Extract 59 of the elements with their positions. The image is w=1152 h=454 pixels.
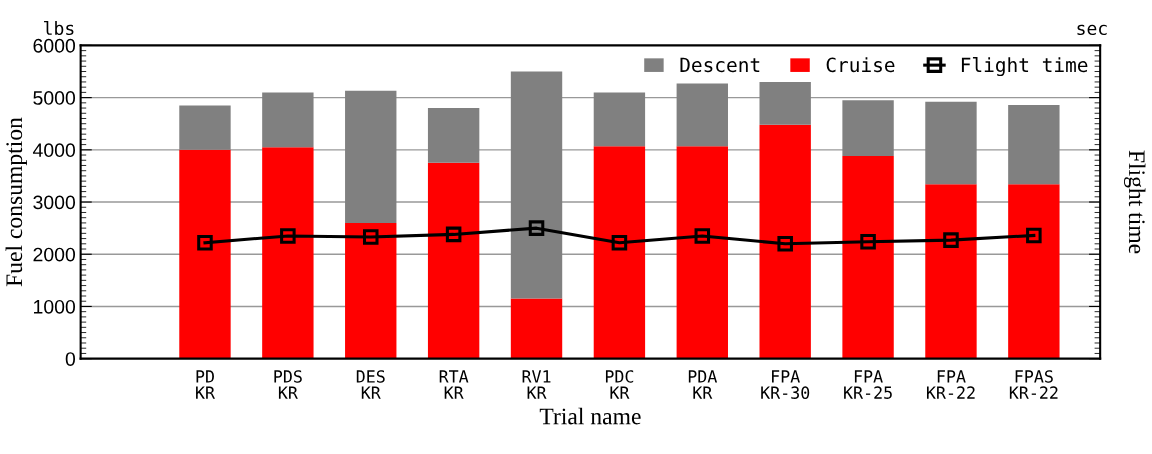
bar xyxy=(1008,184,1060,359)
text: sec xyxy=(1077,24,1107,36)
x-tick-label: RV1 KR xyxy=(522,370,551,399)
point xyxy=(445,226,462,243)
bar xyxy=(593,146,646,359)
x-tick-label: FPA KR-30 xyxy=(761,370,810,399)
point xyxy=(694,228,711,244)
bar xyxy=(427,108,480,163)
bar xyxy=(759,124,811,359)
x-tick-label: PDS KR xyxy=(274,370,302,399)
x-tick-label: PDA KR xyxy=(688,370,718,399)
bar xyxy=(510,71,563,299)
x-tick-label: RTA KR xyxy=(439,370,469,399)
point xyxy=(197,234,213,251)
x-tick-label: FPAS KR-22 xyxy=(1009,370,1058,399)
y-tick-label: 1000 xyxy=(34,299,76,314)
bar xyxy=(179,149,231,359)
point xyxy=(860,233,876,250)
bar xyxy=(759,81,811,125)
bar xyxy=(925,184,977,359)
y-tick-label: 2000 xyxy=(33,247,76,262)
y-axis-title: Fuel consumption xyxy=(5,117,27,287)
x-tick-label: DES KR xyxy=(356,370,385,399)
legend-label: Flight time xyxy=(961,57,1088,77)
bar xyxy=(842,100,894,157)
y-tick-label: 4000 xyxy=(32,143,76,158)
y-tick-label: 5000 xyxy=(33,91,76,105)
bar xyxy=(262,92,314,148)
bar xyxy=(345,222,397,359)
x-tick-label: FPA KR-25 xyxy=(844,370,892,399)
text: lbs xyxy=(44,21,74,36)
bar xyxy=(510,298,563,359)
point xyxy=(777,236,793,252)
bar xyxy=(1008,104,1060,185)
bar xyxy=(925,101,977,185)
x-tick-label: PDC KR xyxy=(605,370,634,399)
bar xyxy=(593,92,646,147)
bar xyxy=(345,90,397,223)
legend-label: Cruise xyxy=(826,57,895,73)
x-tick-label: PD KR xyxy=(196,370,216,399)
y2-axis-title: Flight time xyxy=(1123,150,1146,254)
point xyxy=(280,228,296,244)
point xyxy=(528,220,545,236)
bar xyxy=(179,105,231,150)
y-tick-label: 6000 xyxy=(33,38,76,53)
y-tick-label: 0 xyxy=(65,352,76,366)
bar xyxy=(676,146,728,359)
legend-label: Descent xyxy=(680,57,760,73)
x-axis-title: Trial name xyxy=(539,407,641,425)
bar xyxy=(262,147,314,359)
x-tick-label: FPA KR-22 xyxy=(926,370,975,399)
bar xyxy=(427,162,480,359)
point xyxy=(611,234,628,251)
y-tick-label: 3000 xyxy=(33,195,76,210)
point xyxy=(362,229,379,245)
point xyxy=(1026,227,1042,244)
bar xyxy=(842,156,894,359)
bar xyxy=(676,83,728,147)
point xyxy=(943,232,959,248)
